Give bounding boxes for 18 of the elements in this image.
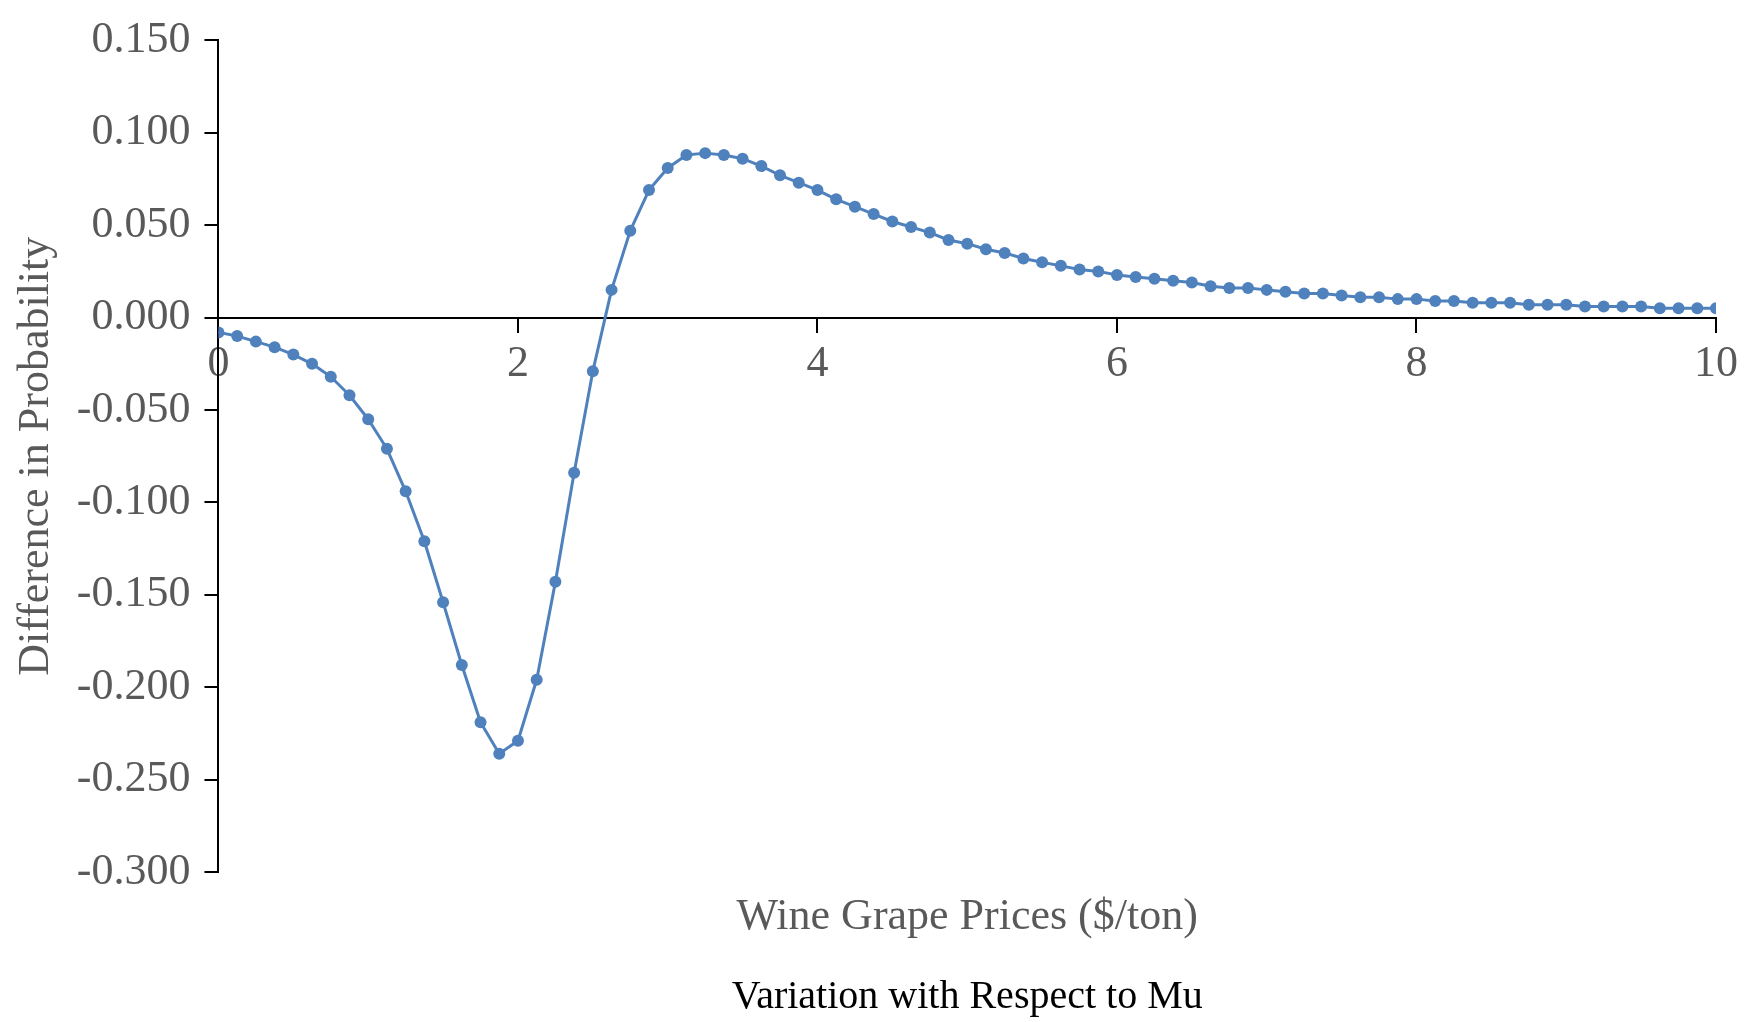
- y-tick-label: -0.300: [76, 844, 191, 894]
- y-tick-label: 0.150: [91, 12, 191, 62]
- y-tick-label: -0.050: [76, 382, 191, 432]
- x-axis-title: Wine Grape Prices ($/ton): [736, 889, 1198, 939]
- x-tick-label: 10: [1694, 336, 1738, 386]
- y-tick-label: -0.100: [76, 474, 191, 524]
- y-tick-label: 0.000: [91, 290, 191, 340]
- y-tick-label: -0.200: [76, 659, 191, 709]
- x-tick-label: 2: [506, 336, 529, 386]
- y-tick-label: -0.150: [76, 567, 191, 617]
- x-tick-label: 4: [806, 336, 829, 386]
- x-tick-label: 8: [1405, 336, 1428, 386]
- y-tick-label: -0.250: [76, 752, 191, 802]
- y-tick-label: 0.100: [91, 105, 191, 155]
- y-tick-label: 0.050: [91, 197, 191, 247]
- x-tick-label: 6: [1105, 336, 1128, 386]
- text: Variation with Respect to Mu: [731, 971, 1203, 1017]
- y-axis-title: Difference in Probability: [8, 236, 58, 676]
